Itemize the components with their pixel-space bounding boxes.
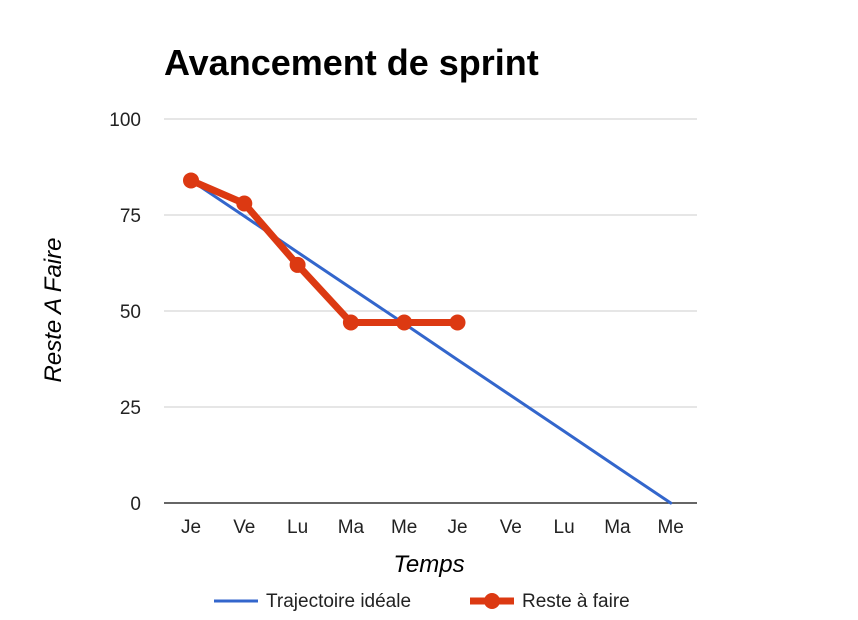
data-point — [396, 314, 413, 331]
x-tick-label: Ma — [338, 517, 365, 538]
x-tick-label: Je — [447, 517, 467, 538]
x-tick-label: Me — [391, 517, 417, 538]
y-tick-label: 100 — [109, 110, 141, 131]
data-point — [236, 195, 253, 212]
y-tick-label: 25 — [120, 398, 141, 419]
y-tick-label: 50 — [120, 302, 141, 323]
x-tick-label: Ve — [233, 517, 255, 538]
series-lines — [183, 172, 673, 505]
x-tick-label: Je — [181, 517, 201, 538]
x-tick-label: Lu — [554, 517, 575, 538]
data-point — [342, 314, 359, 331]
legend: Trajectoire idéale Reste à faire — [214, 591, 630, 612]
data-point — [289, 256, 306, 273]
x-axis-label: Temps — [393, 551, 464, 578]
legend-marker-remaining — [484, 593, 500, 609]
x-tick-label: Lu — [287, 517, 308, 538]
y-axis-ticks: 0 25 50 75 100 — [109, 110, 141, 515]
x-axis-ticks: Je Ve Lu Ma Me Je Ve Lu Ma Me — [181, 517, 684, 538]
legend-label-remaining: Reste à faire — [522, 591, 630, 612]
y-tick-label: 75 — [120, 206, 141, 227]
x-tick-label: Ve — [500, 517, 522, 538]
chart-title: Avancement de sprint — [164, 42, 539, 83]
data-point — [449, 314, 466, 331]
series-line-1 — [187, 176, 461, 327]
data-point — [183, 172, 199, 189]
y-axis-label: Reste A Faire — [40, 238, 67, 383]
y-tick-label: 0 — [130, 494, 141, 515]
gridlines — [164, 118, 697, 504]
x-tick-label: Ma — [604, 517, 631, 538]
x-tick-label: Me — [657, 517, 683, 538]
legend-label-ideal: Trajectoire idéale — [266, 591, 411, 612]
